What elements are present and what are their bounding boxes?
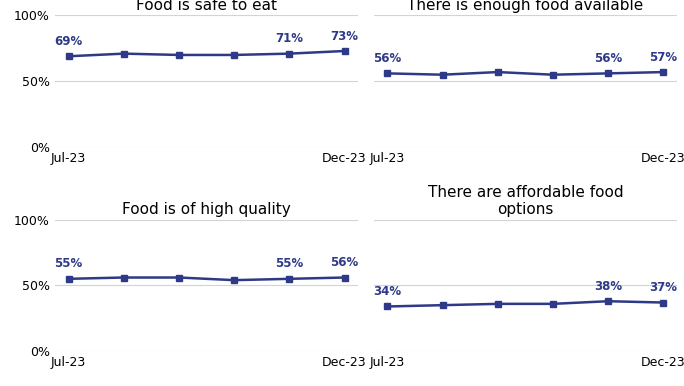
- Title: There is enough food available: There is enough food available: [407, 0, 644, 13]
- Text: 57%: 57%: [649, 51, 677, 64]
- Title: Food is of high quality: Food is of high quality: [122, 202, 291, 217]
- Text: 34%: 34%: [373, 285, 402, 298]
- Title: Food is safe to eat: Food is safe to eat: [136, 0, 277, 13]
- Text: 73%: 73%: [330, 30, 358, 43]
- Text: 37%: 37%: [649, 281, 677, 294]
- Text: 56%: 56%: [330, 256, 358, 269]
- Text: 56%: 56%: [373, 52, 402, 65]
- Text: 69%: 69%: [55, 35, 83, 48]
- Title: There are affordable food
options: There are affordable food options: [428, 185, 623, 217]
- Text: 55%: 55%: [55, 257, 83, 271]
- Text: 71%: 71%: [276, 32, 303, 45]
- Text: 38%: 38%: [594, 280, 622, 293]
- Text: 55%: 55%: [275, 257, 304, 271]
- Text: 56%: 56%: [594, 52, 622, 65]
